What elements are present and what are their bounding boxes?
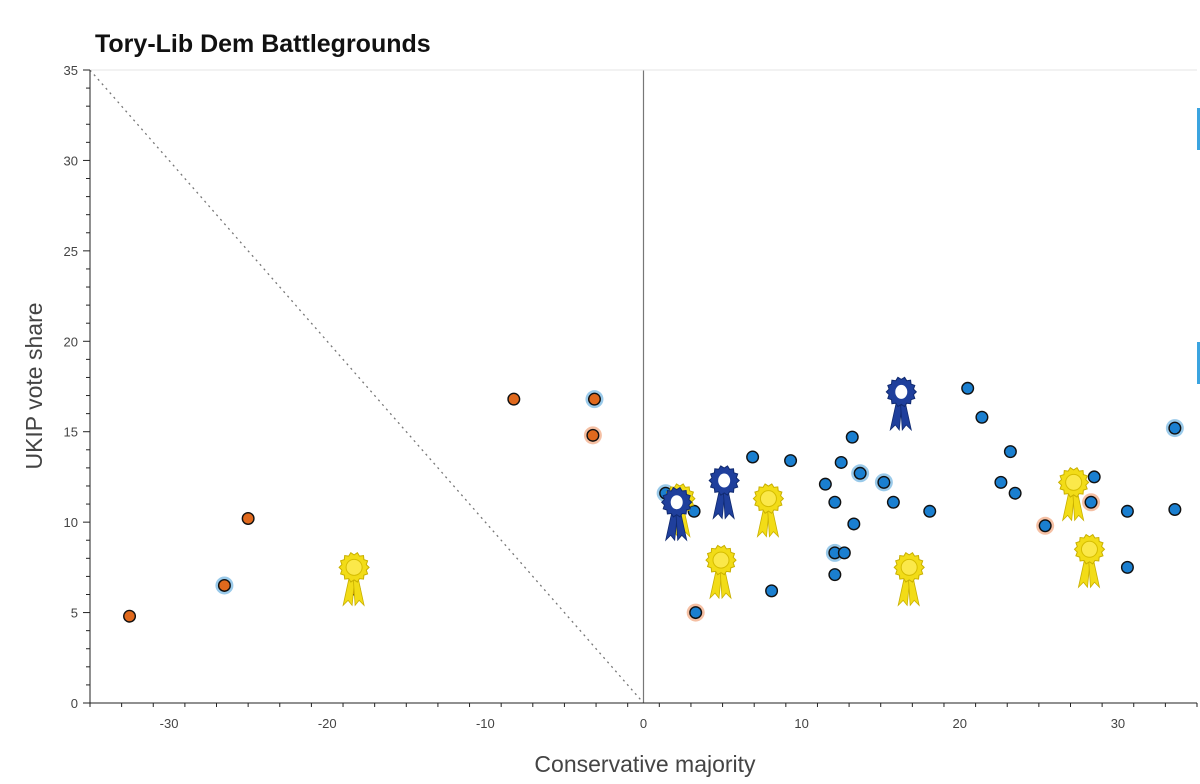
blue-data-point — [746, 450, 760, 464]
blue-data-point — [834, 455, 848, 469]
yellow-rosette-icon — [1073, 533, 1106, 589]
orange-data-point — [586, 428, 600, 442]
blue-data-point — [975, 410, 989, 424]
blue-data-point — [818, 477, 832, 491]
blue-rosette-icon — [885, 376, 918, 432]
y-axis-title: UKIP vote share — [21, 302, 47, 469]
blue-data-point — [1168, 421, 1182, 435]
yellow-rosette-icon — [338, 551, 370, 607]
x-tick-label: 10 — [794, 716, 808, 731]
chart-title: Tory-Lib Dem Battlegrounds — [95, 30, 431, 58]
x-axis-title: Conservative majority — [534, 751, 756, 777]
x-tick-label: -10 — [476, 716, 495, 731]
blue-data-point — [837, 546, 851, 560]
rosette-center — [1080, 540, 1098, 558]
blue-data-point — [828, 568, 842, 582]
rosette-center — [759, 490, 777, 508]
rosette-center — [718, 473, 731, 488]
x-tick-label: -30 — [160, 716, 179, 731]
rosette-center — [895, 384, 908, 399]
y-tick-label: 20 — [64, 334, 78, 349]
orange-data-point — [587, 392, 601, 406]
rosette-center — [670, 495, 683, 510]
blue-rosette-icon — [708, 465, 740, 520]
blue-data-point — [828, 495, 842, 509]
rosette-center — [900, 558, 918, 576]
x-tick-label: 20 — [953, 716, 967, 731]
yellow-rosette-icon — [1057, 466, 1090, 522]
edge-tab-top[interactable] — [1197, 108, 1200, 150]
blue-data-point — [765, 584, 779, 598]
blue-data-point — [689, 606, 703, 620]
blue-data-point — [1008, 486, 1022, 500]
orange-data-point — [241, 512, 255, 526]
blue-data-point — [886, 495, 900, 509]
blue-data-point — [1120, 504, 1134, 518]
rosette-center — [345, 558, 363, 576]
blue-data-point — [687, 504, 701, 518]
rosette-center — [1065, 473, 1083, 491]
blue-data-point — [994, 475, 1008, 489]
blue-data-point — [877, 475, 891, 489]
blue-data-point — [1003, 445, 1017, 459]
diagonal-reference-line — [89, 69, 644, 704]
y-tick-label: 10 — [64, 515, 78, 530]
yellow-rosette-icon — [893, 551, 925, 607]
y-tick-label: 35 — [64, 63, 78, 78]
x-tick-label: 0 — [640, 716, 647, 731]
blue-data-point — [1084, 495, 1098, 509]
yellow-rosette-icon — [752, 483, 785, 538]
blue-rosette-icon — [660, 486, 693, 542]
blue-data-point — [847, 517, 861, 531]
y-tick-label: 25 — [64, 244, 78, 259]
yellow-rosette-icon — [705, 544, 737, 600]
orange-data-point — [507, 392, 521, 406]
blue-data-point — [1120, 560, 1134, 574]
blue-data-point — [1168, 502, 1182, 516]
y-tick-label: 0 — [71, 696, 78, 711]
blue-data-point — [1087, 470, 1101, 484]
y-tick-label: 30 — [64, 153, 78, 168]
blue-data-point — [853, 466, 867, 480]
orange-data-point — [123, 609, 137, 623]
blue-data-point — [961, 381, 975, 395]
y-tick-label: 15 — [64, 425, 78, 440]
y-tick-label: 5 — [71, 606, 78, 621]
rosette-center — [712, 551, 730, 569]
x-tick-label: -20 — [318, 716, 337, 731]
orange-data-point — [217, 578, 231, 592]
x-tick-label: 30 — [1111, 716, 1125, 731]
blue-data-point — [845, 430, 859, 444]
blue-data-point — [784, 454, 798, 468]
edge-tab-bottom[interactable] — [1197, 342, 1200, 384]
blue-data-point — [923, 504, 937, 518]
blue-data-point — [1038, 519, 1052, 533]
